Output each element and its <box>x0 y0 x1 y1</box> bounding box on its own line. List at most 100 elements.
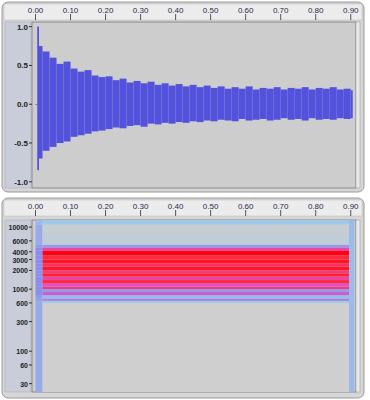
wave-envelope <box>204 86 211 121</box>
wave-envelope <box>344 89 351 119</box>
wave-envelope <box>225 89 232 121</box>
spectrogram-cell <box>349 273 354 276</box>
y-tick-label: 30 <box>20 381 28 388</box>
y-tick <box>29 289 32 290</box>
x-tick-label: 0.30 <box>133 6 149 15</box>
y-tick <box>29 104 32 105</box>
spectrogram-cell <box>43 267 349 271</box>
y-tick <box>29 143 32 144</box>
y-tick-label: -1.0 <box>14 178 28 187</box>
spectrogram-cell <box>43 220 349 225</box>
y-tick-label: 100 <box>16 348 28 355</box>
wave-envelope <box>330 87 337 120</box>
spectrogram-cell <box>43 270 349 273</box>
wave-envelope <box>148 82 155 124</box>
spectrogram-cell <box>36 255 43 259</box>
spectrogram-cell <box>349 280 354 283</box>
spectrogram-cell <box>349 220 354 225</box>
wave-envelope <box>288 88 295 120</box>
spectrogram-cell <box>349 276 354 280</box>
wave-envelope <box>120 79 127 129</box>
y-tick <box>29 259 32 260</box>
x-tick-label: 0.90 <box>343 202 359 211</box>
wave-envelope <box>85 70 92 134</box>
time-ruler <box>4 200 362 216</box>
spectrogram-cell <box>43 263 349 266</box>
wave-envelope <box>183 86 190 122</box>
spectrogram-cell <box>349 303 354 392</box>
y-tick <box>29 383 32 384</box>
spectrogram-cell <box>36 270 43 273</box>
spectrogram-cell <box>36 292 43 295</box>
spectrogram-cell <box>43 287 349 290</box>
spectrogram-cell <box>43 303 349 392</box>
x-tick-label: 0.10 <box>63 202 79 211</box>
wave-envelope <box>253 89 260 119</box>
chart-root: 0.000.100.200.300.400.500.600.700.800.90… <box>0 0 370 400</box>
spectrogram-cell <box>349 250 354 255</box>
wave-envelope <box>106 76 113 129</box>
y-tick-label: 4000 <box>12 249 28 256</box>
y-tick-label: 6000 <box>12 238 28 245</box>
wave-envelope <box>155 85 162 125</box>
spectrogram-cell <box>43 225 349 234</box>
spectrogram-cell <box>349 283 354 286</box>
panel-0: 0.000.100.200.300.400.500.600.700.800.90… <box>2 2 364 192</box>
spectrogram-cell <box>349 292 354 295</box>
wave-envelope <box>43 51 50 150</box>
panel-frame <box>2 198 364 398</box>
spectrogram-cell <box>36 299 43 301</box>
x-tick-label: 0.30 <box>133 202 149 211</box>
wave-envelope <box>99 77 106 131</box>
spectrogram-cell <box>36 247 43 250</box>
spectrogram-cell <box>36 225 43 234</box>
spectrogram-cell <box>36 245 43 248</box>
y-tick <box>29 251 32 252</box>
spectrogram-cell <box>36 303 43 392</box>
marks <box>36 220 355 392</box>
spectrogram-cell <box>349 233 354 245</box>
wave-envelope <box>239 89 246 119</box>
y-tick-label: 10000 <box>9 224 29 231</box>
spectrogram-cell <box>36 280 43 283</box>
y-tick-label: 2000 <box>12 267 28 274</box>
x-tick-label: 0.90 <box>343 6 359 15</box>
track-edge <box>356 220 360 392</box>
wave-envelope <box>351 90 353 118</box>
wave-envelope <box>39 46 43 158</box>
x-tick-label: 0.70 <box>273 6 289 15</box>
spectrogram-cell <box>43 292 349 295</box>
spectrogram-cell <box>36 287 43 290</box>
y-tick-label: 0.5 <box>17 61 29 70</box>
wave-envelope <box>78 72 85 136</box>
wave-envelope <box>134 81 141 125</box>
spectrogram-cell <box>36 233 43 245</box>
spectrogram-cell <box>349 295 354 299</box>
y-tick-label: 0.0 <box>17 100 29 109</box>
wave-envelope <box>162 83 169 123</box>
wave-envelope <box>127 83 134 126</box>
spectrogram-cell <box>349 287 354 290</box>
y-tick-label: -0.5 <box>14 139 28 148</box>
y-tick <box>29 270 32 271</box>
spectrogram-cell <box>36 263 43 266</box>
spectrogram-cell <box>349 225 354 234</box>
spectrogram-cell <box>36 301 43 303</box>
spectrogram-cell <box>36 260 43 264</box>
y-tick-label: 3000 <box>12 257 28 264</box>
y-label-strip <box>5 22 31 188</box>
x-tick-label: 0.20 <box>98 202 114 211</box>
spectrogram-cell <box>36 283 43 286</box>
spectrogram-cell <box>349 260 354 264</box>
spectrogram-cell <box>43 247 349 250</box>
spectrogram-cell <box>43 289 349 292</box>
x-tick-label: 0.60 <box>238 6 254 15</box>
spectrogram-cell <box>36 295 43 299</box>
x-tick-label: 0.40 <box>168 6 184 15</box>
x-tick-label: 0.60 <box>238 202 254 211</box>
wave-envelope <box>267 89 274 121</box>
wave-envelope <box>309 89 316 118</box>
spectrogram-cell <box>43 273 349 276</box>
y-tick <box>29 302 32 303</box>
spectrogram-cell <box>349 255 354 259</box>
